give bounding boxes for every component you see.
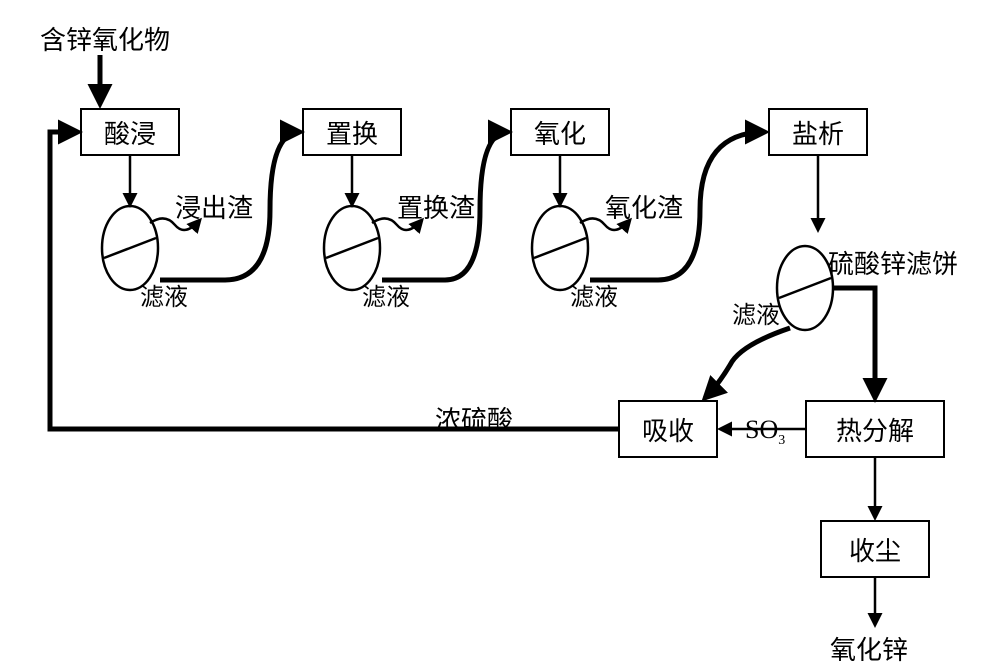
diagram-svg xyxy=(0,0,1000,665)
separator-1-icon xyxy=(102,206,200,290)
separator-4-icon xyxy=(777,246,833,330)
separator-3-icon xyxy=(532,206,630,290)
separator-2-icon xyxy=(324,206,422,290)
